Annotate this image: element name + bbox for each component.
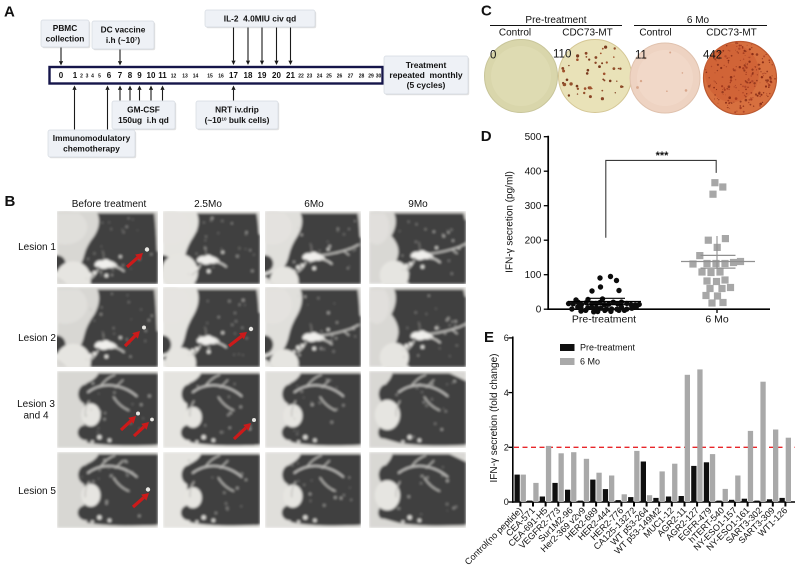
svg-text:NRT iv.drip: NRT iv.drip <box>215 105 259 115</box>
svg-text:CDC73-MT: CDC73-MT <box>562 28 613 39</box>
svg-text:8: 8 <box>128 71 133 80</box>
svg-text:13: 13 <box>182 74 188 80</box>
svg-text:repeated monthly: repeated monthly <box>389 70 462 80</box>
svg-text:0: 0 <box>536 305 542 316</box>
svg-text:(~1010 bulk cells): (~1010 bulk cells) <box>205 115 270 125</box>
svg-text:27: 27 <box>348 74 354 80</box>
svg-text:14: 14 <box>193 74 199 80</box>
svg-text:E: E <box>484 329 494 346</box>
svg-text:17: 17 <box>229 71 238 80</box>
svg-text:6 Mo: 6 Mo <box>580 357 600 367</box>
svg-text:21: 21 <box>286 71 295 80</box>
svg-text:442: 442 <box>703 50 722 62</box>
svg-text:20: 20 <box>272 71 281 80</box>
svg-text:2: 2 <box>80 74 83 80</box>
svg-text:Pre-treatment: Pre-treatment <box>525 15 586 26</box>
svg-text:10: 10 <box>147 71 156 80</box>
svg-text:C: C <box>481 3 492 20</box>
svg-text:i.h (~107): i.h (~107) <box>106 35 140 45</box>
svg-text:collection: collection <box>46 34 85 44</box>
svg-text:0: 0 <box>490 50 496 62</box>
svg-text:1: 1 <box>73 71 78 80</box>
svg-text:150ug i.h qd: 150ug i.h qd <box>118 115 169 125</box>
svg-text:19: 19 <box>258 71 267 80</box>
svg-text:0: 0 <box>59 71 64 80</box>
svg-text:5: 5 <box>98 74 101 80</box>
svg-text:B: B <box>5 193 16 210</box>
svg-text:6Mo: 6Mo <box>304 199 324 210</box>
svg-text:IFN-γ secretion (fold change): IFN-γ secretion (fold change) <box>489 354 500 483</box>
svg-text:200: 200 <box>525 236 542 247</box>
svg-text:3: 3 <box>86 74 89 80</box>
svg-text:9Mo: 9Mo <box>408 199 428 210</box>
svg-text:***: *** <box>656 150 670 162</box>
svg-text:100: 100 <box>525 270 542 281</box>
svg-text:(5 cycles): (5 cycles) <box>407 80 446 90</box>
svg-text:11: 11 <box>158 71 167 80</box>
svg-text:Lesion 5: Lesion 5 <box>18 486 56 497</box>
svg-text:6 Mo: 6 Mo <box>687 15 710 26</box>
svg-text:Treatment: Treatment <box>406 60 447 70</box>
svg-text:7: 7 <box>118 71 123 80</box>
svg-text:Control: Control <box>499 28 531 39</box>
svg-text:16: 16 <box>218 74 224 80</box>
svg-text:Lesion 3: Lesion 3 <box>17 399 55 410</box>
svg-text:IL-2 4.0MIU civ qd: IL-2 4.0MIU civ qd <box>224 14 296 24</box>
svg-text:chemotherapy: chemotherapy <box>63 144 120 154</box>
svg-text:Pre-treatment: Pre-treatment <box>580 343 636 353</box>
svg-text:4: 4 <box>504 388 509 398</box>
svg-text:Lesion 1: Lesion 1 <box>18 242 56 253</box>
svg-text:4: 4 <box>91 74 94 80</box>
svg-text:110: 110 <box>553 49 571 61</box>
svg-text:24: 24 <box>317 74 323 80</box>
svg-text:IFN-γ secretion (pg/ml): IFN-γ secretion (pg/ml) <box>505 171 516 273</box>
svg-text:CDC73-MT: CDC73-MT <box>706 28 757 39</box>
svg-text:0: 0 <box>504 497 509 507</box>
svg-text:PBMC: PBMC <box>53 23 77 33</box>
svg-text:GM-CSF: GM-CSF <box>127 105 160 115</box>
svg-text:30: 30 <box>376 74 382 80</box>
svg-text:Before treatment: Before treatment <box>72 199 147 210</box>
svg-text:28: 28 <box>359 74 365 80</box>
svg-text:DC vaccine: DC vaccine <box>101 25 146 35</box>
svg-text:22: 22 <box>298 74 304 80</box>
svg-text:500: 500 <box>525 132 542 143</box>
svg-text:6: 6 <box>504 333 509 343</box>
svg-text:A: A <box>4 4 15 21</box>
svg-text:26: 26 <box>337 74 343 80</box>
svg-text:2: 2 <box>504 443 509 453</box>
svg-text:29: 29 <box>368 74 374 80</box>
svg-text:and 4: and 4 <box>23 411 48 422</box>
svg-text:300: 300 <box>525 201 542 212</box>
svg-text:12: 12 <box>171 74 177 80</box>
svg-text:18: 18 <box>244 71 253 80</box>
svg-text:2.5Mo: 2.5Mo <box>194 199 222 210</box>
svg-text:9: 9 <box>137 71 142 80</box>
svg-text:15: 15 <box>207 74 213 80</box>
svg-text:Immunomodulatory: Immunomodulatory <box>53 133 131 143</box>
svg-text:Lesion 2: Lesion 2 <box>18 333 56 344</box>
svg-text:25: 25 <box>326 74 332 80</box>
svg-text:23: 23 <box>307 74 313 80</box>
svg-text:6 Mo: 6 Mo <box>705 314 729 326</box>
svg-text:11: 11 <box>635 50 647 62</box>
svg-text:D: D <box>481 128 492 145</box>
svg-text:Control: Control <box>639 28 671 39</box>
svg-text:Pre-treatment: Pre-treatment <box>572 314 636 326</box>
svg-text:6: 6 <box>107 71 112 80</box>
svg-text:400: 400 <box>525 167 542 178</box>
